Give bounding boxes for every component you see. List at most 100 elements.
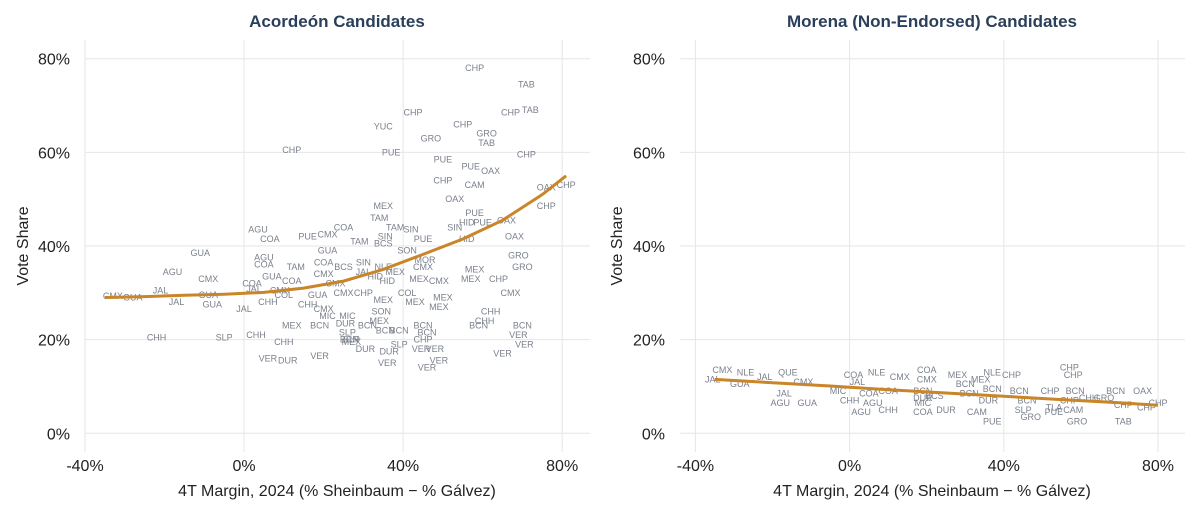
x-axis-label: 4T Margin, 2024 (% Sheinbaum − % Gálvez) xyxy=(773,483,1091,500)
point-label: MIC xyxy=(319,311,336,321)
point-label: BCN xyxy=(417,328,436,338)
point-label: CHH xyxy=(246,330,266,340)
tick-labels: -40% 0% 40% 80% 0% 20% 40% 60% 80% xyxy=(38,52,578,475)
point-label: CHP xyxy=(1114,400,1133,410)
point-label: NLE xyxy=(983,367,1001,377)
y-tick-label: 20% xyxy=(633,333,665,350)
point-label: DUR xyxy=(278,356,298,366)
point-label: SON xyxy=(371,307,391,317)
point-label: PUE xyxy=(382,147,401,157)
point-label: HID xyxy=(379,276,395,286)
trend-line xyxy=(104,174,568,299)
point-label: CMX xyxy=(712,365,732,375)
point-label: BCS xyxy=(334,262,353,272)
point-label: COA xyxy=(917,365,937,375)
point-label: MIC xyxy=(830,386,847,396)
point-label: COA xyxy=(844,370,864,380)
y-axis-label: Vote Share xyxy=(609,206,626,285)
point-label: BCN xyxy=(358,321,377,331)
point-label: CMX xyxy=(793,377,813,387)
point-label: TAM xyxy=(350,236,368,246)
x-tick-label: -40% xyxy=(677,458,714,475)
point-label: BCN xyxy=(1066,386,1085,396)
point-label: JAL xyxy=(850,377,866,387)
point-label: JAL xyxy=(246,284,262,294)
point-label: CHH xyxy=(147,332,167,342)
point-label: DUR xyxy=(979,396,999,406)
point-label: QUE xyxy=(778,367,798,377)
point-label: DUR xyxy=(379,346,399,356)
point-label: GRO xyxy=(1021,412,1042,422)
x-tick-label: -40% xyxy=(66,458,103,475)
point-label: GRO xyxy=(1094,393,1115,403)
y-tick-label: 0% xyxy=(47,426,70,443)
y-tick-label: 20% xyxy=(38,333,70,350)
y-axis-label: Vote Share xyxy=(15,206,32,285)
point-label: BCS xyxy=(374,239,393,249)
point-label: MIC xyxy=(915,398,932,408)
point-label: CHP xyxy=(489,274,508,284)
point-label: VER xyxy=(430,356,449,366)
point-label: SON xyxy=(397,246,417,256)
point-label: CHP xyxy=(537,201,556,211)
point-label: SLP xyxy=(1015,405,1032,415)
chart-title: Morena (Non-Endorsed) Candidates xyxy=(787,12,1077,31)
point-label: PUE xyxy=(1045,407,1064,417)
point-label: CHP xyxy=(1137,403,1156,413)
x-tick-label: 80% xyxy=(546,458,578,475)
tick-labels: -40% 0% 40% 80% 0% 20% 40% 60% 80% xyxy=(633,52,1174,475)
point-label: CHP xyxy=(413,335,432,345)
point-label: OAX xyxy=(497,215,516,225)
point-label: MEX xyxy=(461,274,481,284)
point-label: PUE xyxy=(414,234,433,244)
point-label: COA xyxy=(282,276,302,286)
point-label: VER xyxy=(259,353,278,363)
point-label: OAX xyxy=(1133,386,1152,396)
point-label: CHH xyxy=(475,316,495,326)
point-label: CHH xyxy=(840,396,860,406)
point-label: CHP xyxy=(1149,398,1168,408)
point-label: DUR xyxy=(356,344,376,354)
point-label: MEX xyxy=(373,201,393,211)
point-label: GRO xyxy=(476,129,497,139)
point-label: CHP xyxy=(501,108,520,118)
point-label: SLP xyxy=(339,328,356,338)
point-label: VER xyxy=(515,339,534,349)
point-label: MEX xyxy=(433,293,453,303)
point-label: CMX xyxy=(314,304,334,314)
point-label: BCN xyxy=(983,384,1002,394)
point-label: OAX xyxy=(505,232,524,242)
point-label: GUA xyxy=(202,300,222,310)
point-label: MEX xyxy=(429,302,449,312)
point-label: SLP xyxy=(216,332,233,342)
x-tick-label: 80% xyxy=(1142,458,1174,475)
point-label: CMX xyxy=(413,262,433,272)
point-label: JAL xyxy=(757,372,773,382)
point-label: MEX xyxy=(971,374,991,384)
point-label: PUE xyxy=(473,218,492,228)
point-label: CHP xyxy=(453,119,472,129)
point-label: YUC xyxy=(374,122,394,132)
y-tick-label: 40% xyxy=(633,239,665,256)
point-label: JAL xyxy=(776,388,792,398)
point-label: SIN xyxy=(447,222,462,232)
point-label: TAB xyxy=(1115,417,1132,427)
point-label: GRO xyxy=(1067,417,1088,427)
point-label: MEX xyxy=(369,316,389,326)
point-label: CHP xyxy=(354,288,373,298)
x-tick-label: 40% xyxy=(387,458,419,475)
point-label: TAB xyxy=(522,105,539,115)
point-label: MEX xyxy=(373,295,393,305)
point-label: BCS xyxy=(925,391,944,401)
point-label: CMX xyxy=(917,374,937,384)
x-tick-label: 40% xyxy=(988,458,1020,475)
point-label: CHP xyxy=(1002,370,1021,380)
point-label: CMX xyxy=(333,288,353,298)
y-tick-label: 60% xyxy=(38,145,70,162)
point-label: CHP xyxy=(1064,370,1083,380)
point-label: CHP xyxy=(282,145,301,155)
point-label: PUE xyxy=(983,417,1002,427)
point-label: VER xyxy=(310,351,329,361)
